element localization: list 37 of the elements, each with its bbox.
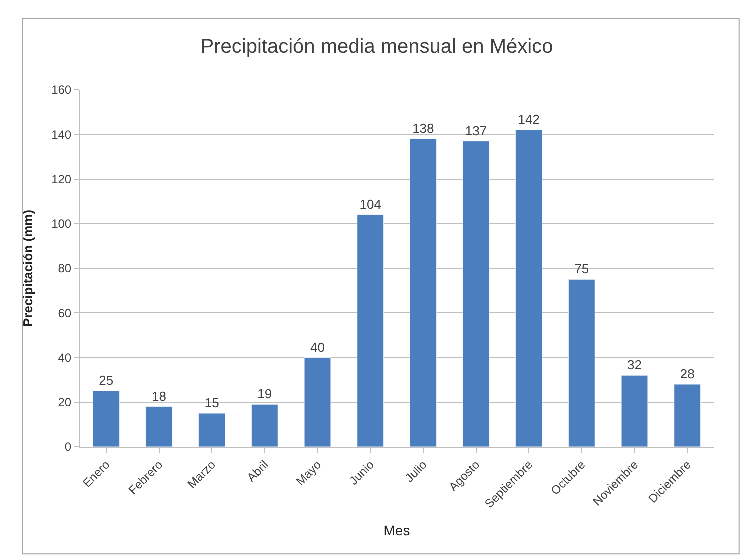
data-label: 137 bbox=[465, 123, 488, 138]
data-label: 104 bbox=[360, 196, 382, 212]
bar bbox=[621, 375, 648, 447]
data-label: 28 bbox=[680, 366, 695, 382]
data-label: 75 bbox=[574, 262, 590, 277]
data-label: 25 bbox=[99, 373, 114, 388]
bar bbox=[462, 141, 490, 447]
data-label: 142 bbox=[518, 112, 540, 128]
data-label: 138 bbox=[412, 121, 434, 136]
bar bbox=[304, 358, 332, 447]
chart-title: Precipitación media mensual en México bbox=[200, 36, 554, 58]
y-tick-label: 80 bbox=[58, 262, 72, 276]
y-tick-label: 60 bbox=[58, 306, 72, 320]
y-tick-label: 140 bbox=[52, 128, 72, 142]
x-tick-label: Julio bbox=[402, 458, 430, 486]
bar bbox=[516, 130, 543, 447]
bar bbox=[357, 214, 384, 447]
data-label: 40 bbox=[310, 340, 325, 355]
data-label: 18 bbox=[152, 388, 166, 404]
y-tick-label: 100 bbox=[52, 217, 72, 232]
data-label: 15 bbox=[204, 396, 220, 411]
bar bbox=[251, 404, 278, 447]
bar bbox=[92, 390, 120, 447]
bar bbox=[674, 384, 702, 447]
y-tick-label: 40 bbox=[58, 350, 72, 365]
y-tick-label: 160 bbox=[52, 83, 72, 98]
data-label: 32 bbox=[628, 358, 642, 373]
y-tick-label: 20 bbox=[58, 396, 72, 410]
y-axis-title: Precipitación (mm) bbox=[20, 210, 36, 328]
x-axis-title: Mes bbox=[384, 522, 410, 538]
bar bbox=[198, 413, 226, 447]
bar bbox=[568, 279, 596, 447]
bar bbox=[410, 138, 437, 447]
data-label: 19 bbox=[258, 386, 272, 402]
y-tick-label: 120 bbox=[52, 172, 72, 186]
y-tick-label: 0 bbox=[64, 440, 72, 454]
bar bbox=[146, 406, 173, 447]
